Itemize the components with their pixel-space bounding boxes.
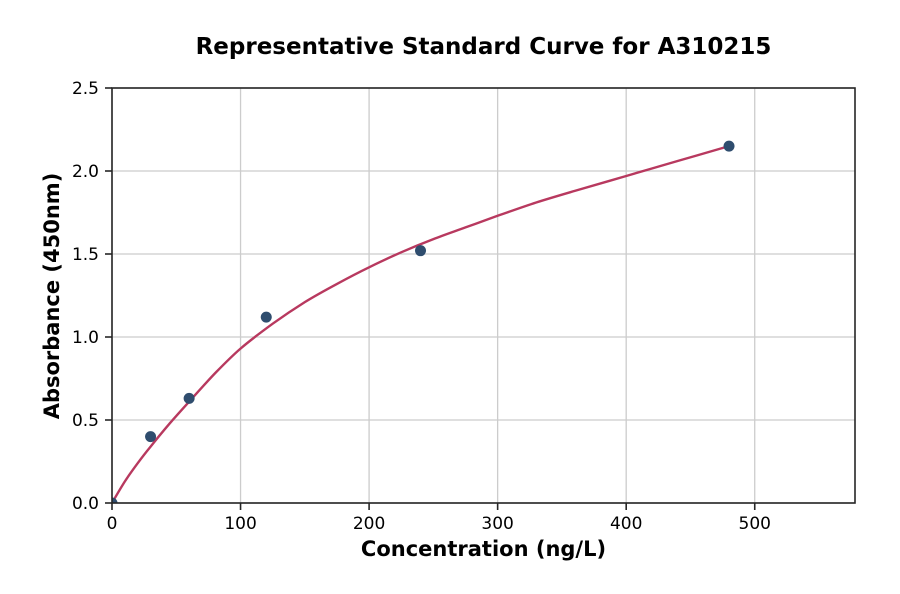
x-tick-label: 500 — [739, 514, 771, 534]
data-point — [723, 140, 735, 152]
fit-curve — [112, 144, 730, 503]
x-tick-label: 300 — [481, 514, 513, 534]
y-tick-label: 0.0 — [72, 494, 99, 514]
data-point — [112, 497, 118, 503]
data-point — [415, 245, 427, 257]
y-tick-label: 0.5 — [72, 411, 99, 431]
y-tick-label: 1.5 — [72, 245, 99, 265]
y-tick-label: 2.0 — [72, 162, 99, 182]
y-tick-label: 2.5 — [72, 79, 99, 99]
x-tick-label: 100 — [224, 514, 256, 534]
y-tick-label: 1.0 — [72, 328, 99, 348]
chart-title: Representative Standard Curve for A31021… — [195, 34, 772, 60]
x-axis-label: Concentration (ng/L) — [360, 537, 607, 561]
x-tick-label: 400 — [610, 514, 642, 534]
axes-box — [111, 87, 856, 504]
data-point — [260, 311, 272, 323]
x-tick-label: 0 — [107, 514, 118, 534]
data-point — [183, 392, 195, 404]
x-tick-label: 200 — [353, 514, 385, 534]
data-point — [145, 431, 157, 443]
